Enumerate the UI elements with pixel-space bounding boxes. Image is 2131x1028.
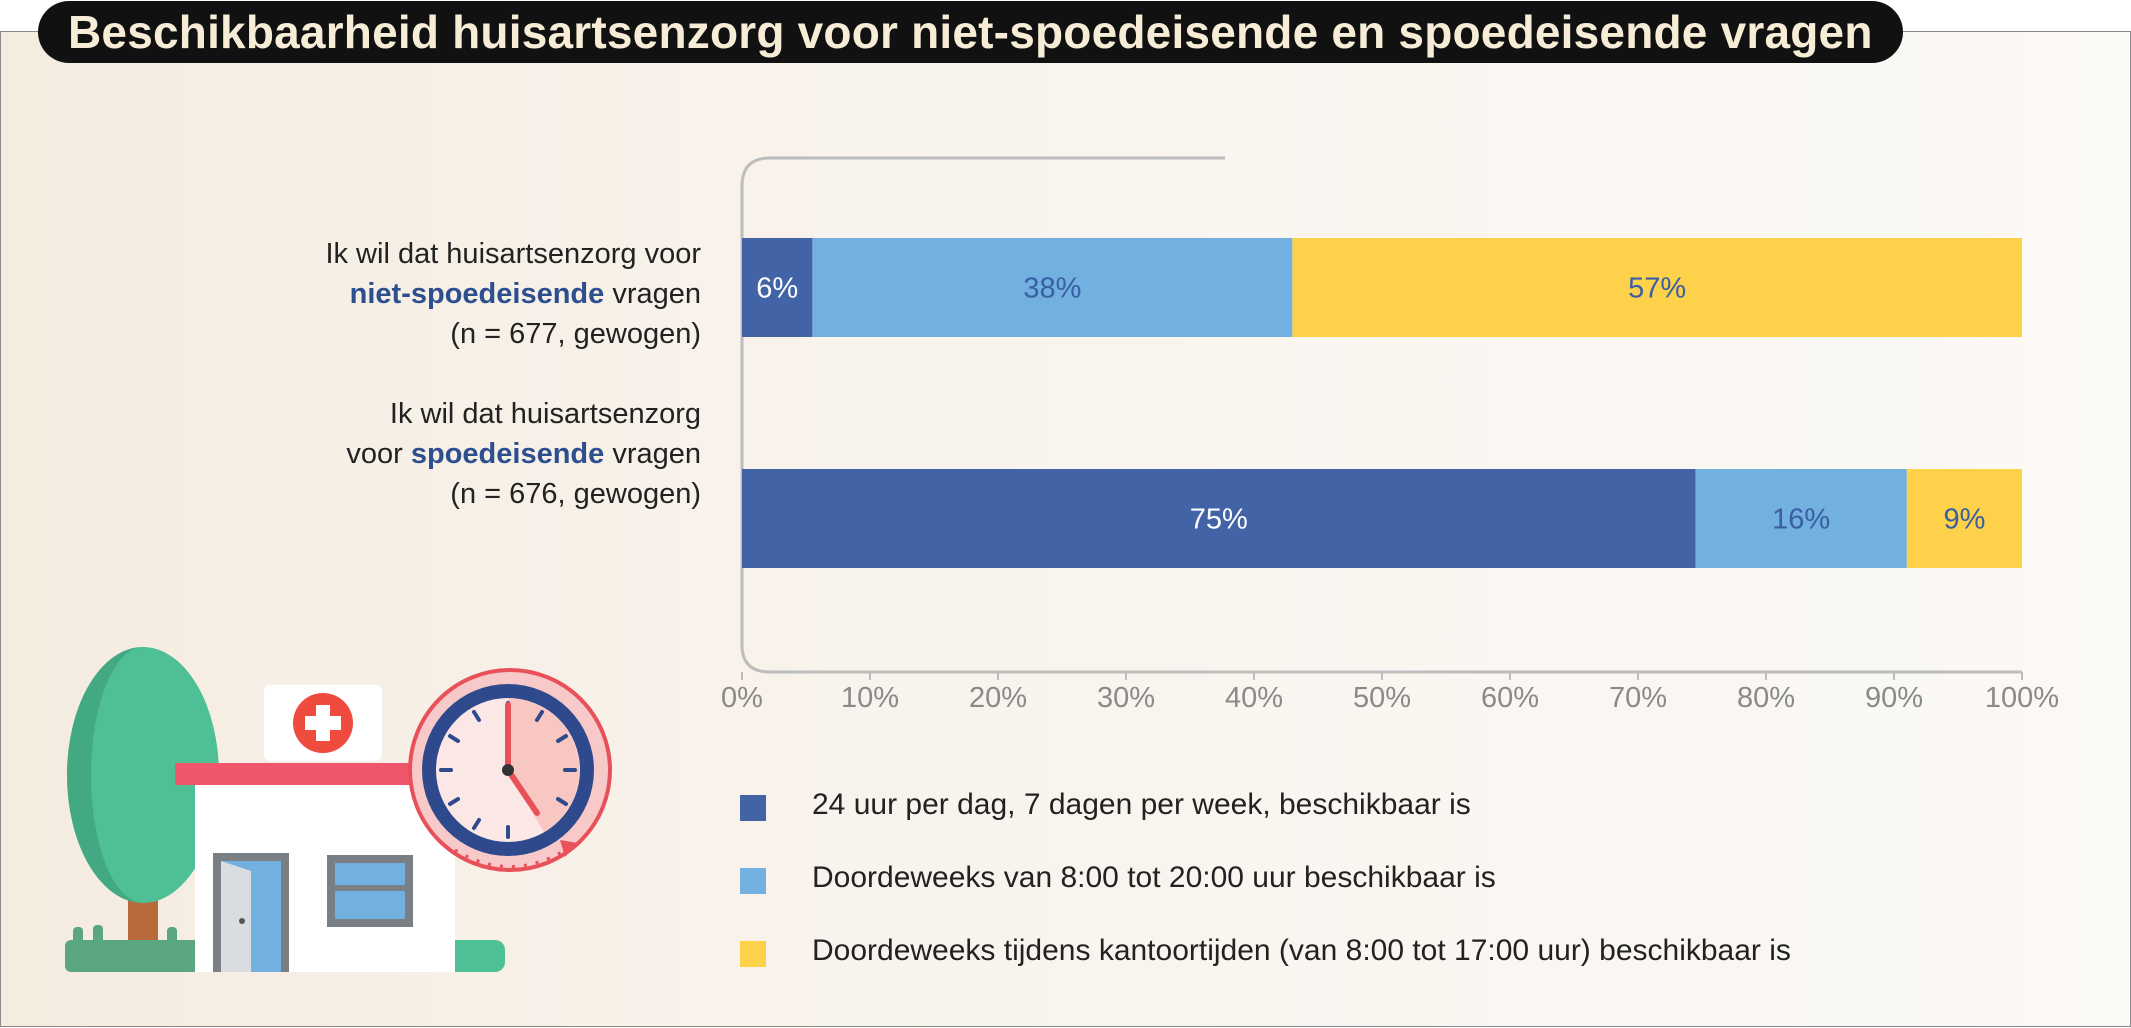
category-label-line: Ik wil dat huisartsenzorg bbox=[389, 398, 701, 430]
category-label-urgent: Ik wil dat huisartsenzorg voor spoedeise… bbox=[346, 394, 701, 514]
bar-data-label: 57% bbox=[1628, 273, 1686, 305]
x-tick-label: 70% bbox=[1609, 682, 1667, 714]
bar-data-label: 75% bbox=[1190, 504, 1248, 536]
category-suffix: vragen bbox=[604, 438, 701, 470]
x-axis-ticks: 0% 10% 20% 30% 40% 50% 60% 70% 80% 90% 100% bbox=[721, 672, 2059, 714]
legend-label: 24 uur per dag, 7 dagen per week, beschi… bbox=[812, 788, 1471, 821]
category-emphasis: niet-spoedeisende bbox=[349, 278, 605, 310]
bar-segment bbox=[742, 469, 1696, 568]
clock-icon bbox=[408, 668, 612, 872]
bar-segment bbox=[812, 238, 1293, 337]
x-tick-label: 20% bbox=[969, 682, 1027, 714]
clinic-building-icon bbox=[175, 685, 465, 972]
chart-title: Beschikbaarheid huisartsenzorg voor niet… bbox=[38, 1, 1903, 63]
category-label-non-urgent: Ik wil dat huisartsenzorg voor niet-spoe… bbox=[325, 234, 701, 354]
tree-icon bbox=[67, 647, 219, 960]
x-tick-label: 30% bbox=[1097, 682, 1155, 714]
category-sample-size: (n = 677, gewogen) bbox=[450, 318, 701, 350]
category-emphasis: spoedeisende bbox=[410, 438, 605, 470]
x-tick-label: 50% bbox=[1353, 682, 1411, 714]
bar-data-label: 38% bbox=[1023, 273, 1081, 305]
category-label-line: voor spoedeisende vragen bbox=[346, 434, 701, 474]
category-suffix: vragen bbox=[604, 278, 701, 310]
clinic-illustration bbox=[65, 647, 612, 972]
bar-segment bbox=[742, 238, 813, 337]
legend-label: Doordeweeks tijdens kantoortijden (van 8… bbox=[812, 934, 1791, 967]
x-tick-label: 0% bbox=[721, 682, 763, 714]
category-sample-size: (n = 676, gewogen) bbox=[450, 478, 701, 510]
x-tick-label: 60% bbox=[1481, 682, 1539, 714]
bar-data-label: 16% bbox=[1772, 504, 1830, 536]
legend-label: Doordeweeks van 8:00 tot 20:00 uur besch… bbox=[812, 861, 1496, 894]
bar-data-label: 9% bbox=[1943, 504, 1985, 536]
bar-segment bbox=[1906, 469, 2022, 568]
x-tick-label: 90% bbox=[1865, 682, 1923, 714]
category-prefix: voor bbox=[346, 438, 411, 470]
x-tick-label: 40% bbox=[1225, 682, 1283, 714]
x-tick-label: 100% bbox=[1985, 682, 2059, 714]
bar-segment bbox=[1292, 238, 2022, 337]
stacked-bar-chart: 6% 38% 57% 75% 16% 9% 0% 10% 20% 30% 40% 50% 60% 70%… bbox=[721, 156, 2059, 714]
category-label-line: Ik wil dat huisartsenzorg voor bbox=[325, 238, 701, 270]
bar-segment bbox=[1695, 469, 1907, 568]
y-axis-line bbox=[740, 156, 2022, 674]
x-tick-label: 10% bbox=[841, 682, 899, 714]
legend-swatch bbox=[740, 795, 766, 821]
legend-swatch bbox=[740, 941, 766, 967]
category-label-line: niet-spoedeisende vragen bbox=[325, 274, 701, 314]
bars-group: 6% 38% 57% 75% 16% 9% bbox=[742, 238, 2022, 568]
bar-data-label: 6% bbox=[756, 273, 798, 305]
x-tick-label: 80% bbox=[1737, 682, 1795, 714]
legend-swatch bbox=[740, 868, 766, 894]
